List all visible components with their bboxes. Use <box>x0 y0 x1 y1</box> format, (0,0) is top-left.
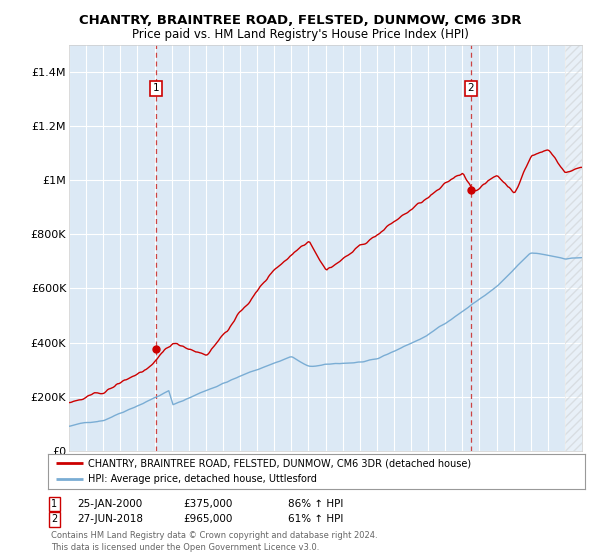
Text: 2: 2 <box>467 83 474 93</box>
Text: 1: 1 <box>152 83 159 93</box>
Text: £375,000: £375,000 <box>183 499 232 509</box>
Text: 25-JAN-2000: 25-JAN-2000 <box>77 499 142 509</box>
Text: 2: 2 <box>51 514 57 524</box>
Text: HPI: Average price, detached house, Uttlesford: HPI: Average price, detached house, Uttl… <box>88 474 317 484</box>
Text: 1: 1 <box>51 499 57 509</box>
Text: 61% ↑ HPI: 61% ↑ HPI <box>288 514 343 524</box>
Text: 27-JUN-2018: 27-JUN-2018 <box>77 514 143 524</box>
Text: CHANTRY, BRAINTREE ROAD, FELSTED, DUNMOW, CM6 3DR: CHANTRY, BRAINTREE ROAD, FELSTED, DUNMOW… <box>79 13 521 27</box>
Bar <box>565 45 582 451</box>
Text: CHANTRY, BRAINTREE ROAD, FELSTED, DUNMOW, CM6 3DR (detached house): CHANTRY, BRAINTREE ROAD, FELSTED, DUNMOW… <box>88 458 472 468</box>
Text: Price paid vs. HM Land Registry's House Price Index (HPI): Price paid vs. HM Land Registry's House … <box>131 28 469 41</box>
Text: 86% ↑ HPI: 86% ↑ HPI <box>288 499 343 509</box>
Text: £965,000: £965,000 <box>183 514 232 524</box>
Text: Contains HM Land Registry data © Crown copyright and database right 2024.
This d: Contains HM Land Registry data © Crown c… <box>51 531 377 552</box>
